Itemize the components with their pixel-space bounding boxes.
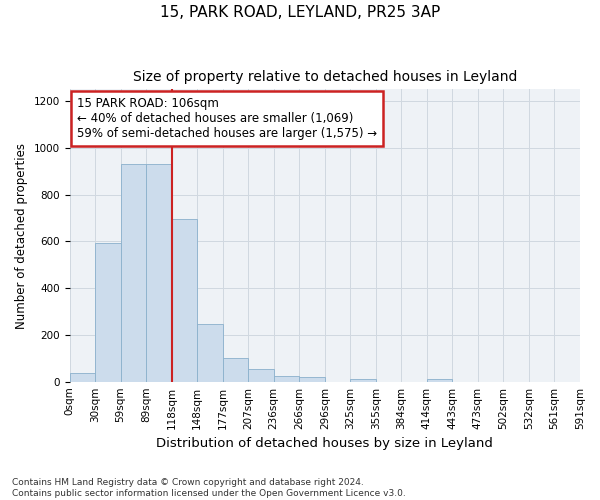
Bar xyxy=(274,376,299,382)
X-axis label: Distribution of detached houses by size in Leyland: Distribution of detached houses by size … xyxy=(157,437,493,450)
Text: 15, PARK ROAD, LEYLAND, PR25 3AP: 15, PARK ROAD, LEYLAND, PR25 3AP xyxy=(160,5,440,20)
Y-axis label: Number of detached properties: Number of detached properties xyxy=(15,142,28,328)
Bar xyxy=(197,324,223,382)
Bar xyxy=(223,358,248,382)
Bar xyxy=(350,380,376,382)
Bar xyxy=(248,369,274,382)
Bar xyxy=(70,374,95,382)
Title: Size of property relative to detached houses in Leyland: Size of property relative to detached ho… xyxy=(133,70,517,84)
Bar xyxy=(121,164,146,382)
Bar xyxy=(299,377,325,382)
Text: Contains HM Land Registry data © Crown copyright and database right 2024.
Contai: Contains HM Land Registry data © Crown c… xyxy=(12,478,406,498)
Bar xyxy=(172,219,197,382)
Bar xyxy=(95,242,121,382)
Bar xyxy=(427,380,452,382)
Text: 15 PARK ROAD: 106sqm
← 40% of detached houses are smaller (1,069)
59% of semi-de: 15 PARK ROAD: 106sqm ← 40% of detached h… xyxy=(77,96,377,140)
Bar xyxy=(146,164,172,382)
